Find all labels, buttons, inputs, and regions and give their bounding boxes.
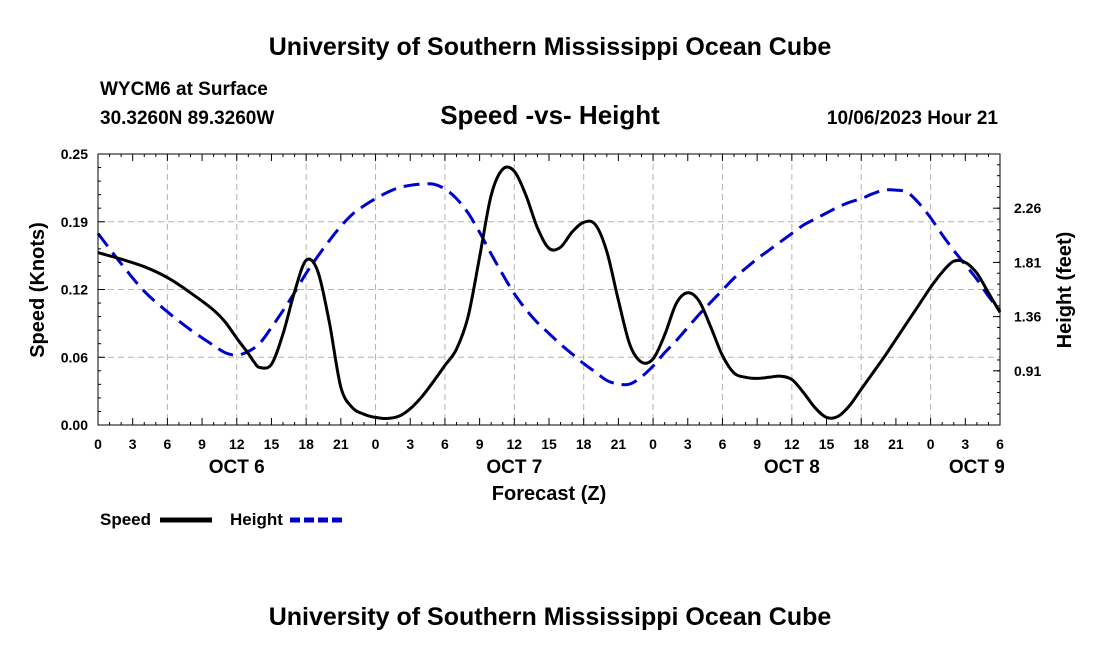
- axis-ticks: [97, 153, 1001, 426]
- legend-speed-label: Speed: [100, 510, 151, 529]
- timestamp-label: 10/06/2023 Hour 21: [827, 108, 999, 129]
- y-axis-left-label: Speed (Knots): [27, 222, 49, 358]
- series-line-height: [96, 182, 1002, 387]
- x-tick-label: 12: [507, 436, 523, 452]
- y-left-tick-label: 0.12: [61, 282, 88, 298]
- day-label: OCT 7: [486, 457, 542, 478]
- x-tick-label: 18: [853, 436, 869, 452]
- x-tick-label: 0: [927, 436, 935, 452]
- day-label: OCT 6: [209, 457, 265, 478]
- legend-height-label: Height: [230, 510, 283, 529]
- chart-subtitle: Speed -vs- Height: [440, 100, 660, 130]
- x-tick-label: 6: [719, 436, 727, 452]
- station-label: WYCM6 at Surface: [100, 79, 268, 100]
- x-tick-label: 3: [684, 436, 692, 452]
- y-axis-right-label: Height (feet): [1054, 232, 1076, 349]
- grid-lines: [98, 154, 1000, 425]
- x-tick-label: 0: [649, 436, 657, 452]
- x-tick-label: 9: [198, 436, 206, 452]
- y-left-tick-label: 0.25: [61, 146, 88, 162]
- y-right-tick-label: 2.26: [1014, 200, 1041, 216]
- x-tick-label: 12: [784, 436, 800, 452]
- legend: Speed Height: [100, 510, 342, 529]
- x-tick-label: 0: [94, 436, 102, 452]
- y-right-tick-label: 0.91: [1014, 363, 1041, 379]
- series-line-speed: [97, 165, 1002, 421]
- x-tick-label: 18: [298, 436, 314, 452]
- x-tick-label: 6: [441, 436, 449, 452]
- y-left-tick-label: 0.00: [61, 417, 88, 433]
- day-label: OCT 8: [764, 457, 820, 478]
- x-tick-label: 12: [229, 436, 245, 452]
- x-tick-label: 15: [541, 436, 557, 452]
- x-tick-label: 21: [888, 436, 904, 452]
- y-right-tick-label: 1.36: [1014, 309, 1041, 325]
- y-left-tick-label: 0.06: [61, 349, 88, 365]
- x-tick-label: 6: [996, 436, 1004, 452]
- axis-tick-labels: 0 3 6 9 12 15 18 21 0 3 6 9 12 15 18 21 0 3 6 9 12 15 18 21 0 3 6 O…: [61, 146, 1042, 478]
- x-tick-label: 6: [163, 436, 171, 452]
- x-tick-label: 15: [819, 436, 835, 452]
- location-label: 30.3260N 89.3260W: [100, 108, 274, 129]
- day-label: OCT 9: [949, 457, 1005, 478]
- series-layer: [96, 165, 1002, 421]
- x-axis-label: Forecast (Z): [492, 483, 606, 505]
- x-tick-label: 21: [333, 436, 349, 452]
- x-tick-label: 3: [406, 436, 414, 452]
- y-right-tick-label: 1.81: [1014, 254, 1041, 270]
- x-tick-label: 3: [129, 436, 137, 452]
- footer-title: University of Southern Mississippi Ocean…: [269, 603, 832, 631]
- x-tick-label: 21: [611, 436, 627, 452]
- x-tick-label: 0: [372, 436, 380, 452]
- y-left-tick-label: 0.19: [61, 214, 88, 230]
- x-tick-label: 9: [476, 436, 484, 452]
- x-tick-label: 15: [264, 436, 280, 452]
- x-tick-label: 9: [753, 436, 761, 452]
- x-tick-label: 18: [576, 436, 592, 452]
- x-tick-label: 3: [961, 436, 969, 452]
- chart-title: University of Southern Mississippi Ocean…: [269, 33, 832, 61]
